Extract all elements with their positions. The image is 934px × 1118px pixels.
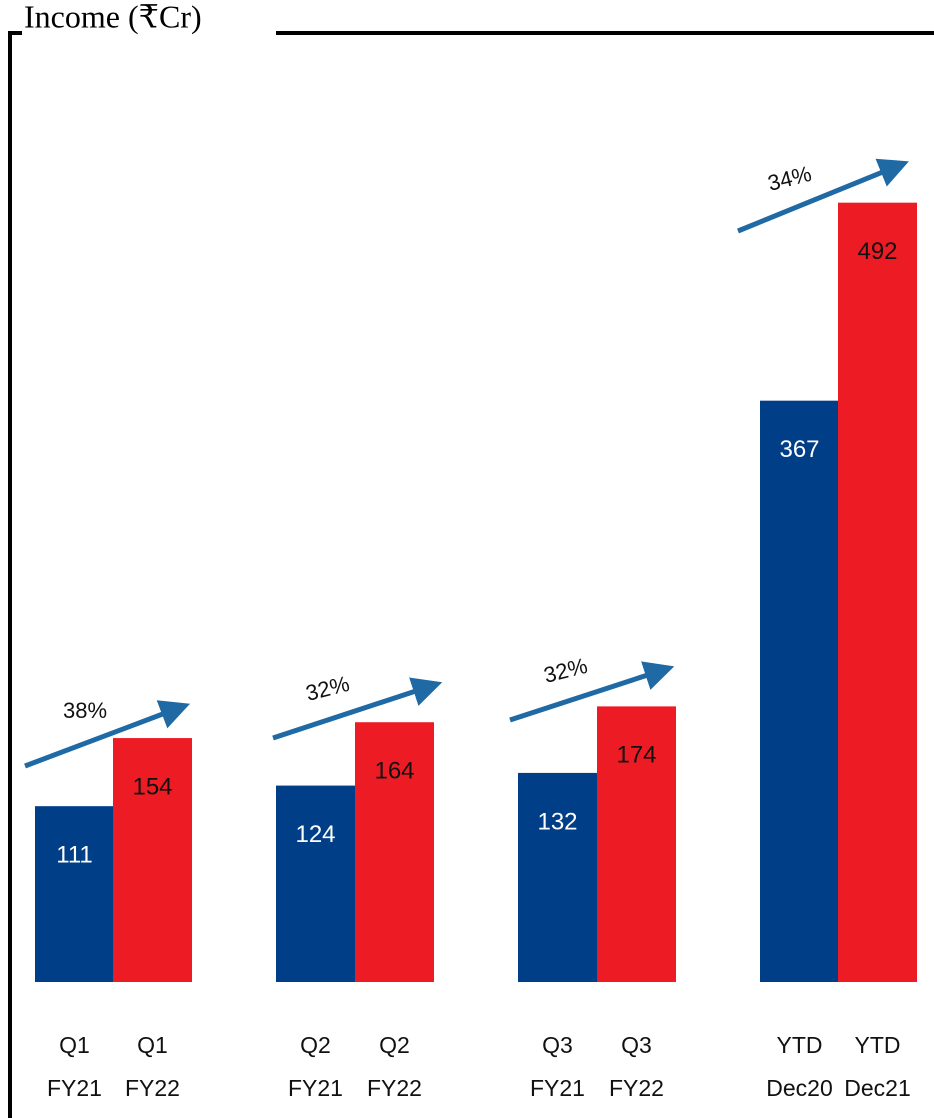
- growth-arrow: [509, 661, 675, 723]
- x-tick-label: FY21: [288, 1075, 343, 1101]
- x-tick-label: FY21: [530, 1075, 585, 1101]
- chart-title: Income (₹Cr): [24, 0, 202, 34]
- frame: [8, 31, 934, 1118]
- growth-label: 38%: [63, 698, 107, 723]
- x-tick-label: Q2: [379, 1032, 410, 1058]
- x-tick-label: FY22: [609, 1075, 664, 1101]
- growth-label: 32%: [541, 653, 590, 688]
- bar: [597, 706, 676, 982]
- value-label: 174: [616, 742, 656, 769]
- value-label: 132: [537, 808, 577, 835]
- x-tick-label: Q1: [59, 1032, 90, 1058]
- value-label: 124: [295, 821, 335, 848]
- x-tick-label: Q1: [137, 1032, 168, 1058]
- bar: [760, 400, 839, 982]
- x-tick-label: Dec21: [844, 1075, 910, 1101]
- x-tick-label: YTD: [777, 1032, 823, 1058]
- value-label: 111: [56, 842, 92, 869]
- bar: [35, 806, 114, 982]
- x-tick-label: FY22: [367, 1075, 422, 1101]
- value-label: 492: [857, 238, 897, 265]
- x-tick-label: YTD: [855, 1032, 901, 1058]
- bar: [113, 738, 192, 982]
- growth-arrow: [272, 677, 443, 741]
- bar: [276, 785, 355, 982]
- bar: [518, 772, 597, 982]
- growth-label: 34%: [765, 161, 814, 196]
- bar: [355, 722, 434, 982]
- x-tick-label: Q3: [621, 1032, 652, 1058]
- value-label: 367: [779, 436, 819, 463]
- x-tick-label: FY21: [47, 1075, 102, 1101]
- value-label: 154: [132, 773, 172, 800]
- growth-label: 32%: [303, 671, 352, 706]
- x-tick-label: FY22: [125, 1075, 180, 1101]
- growth-arrow: [24, 700, 191, 769]
- growth-arrow: [737, 158, 909, 234]
- x-tick-label: Q3: [542, 1032, 573, 1058]
- value-label: 164: [374, 758, 414, 785]
- x-tick-label: Q2: [300, 1032, 331, 1058]
- x-tick-label: Dec20: [766, 1075, 832, 1101]
- bar: [838, 202, 917, 982]
